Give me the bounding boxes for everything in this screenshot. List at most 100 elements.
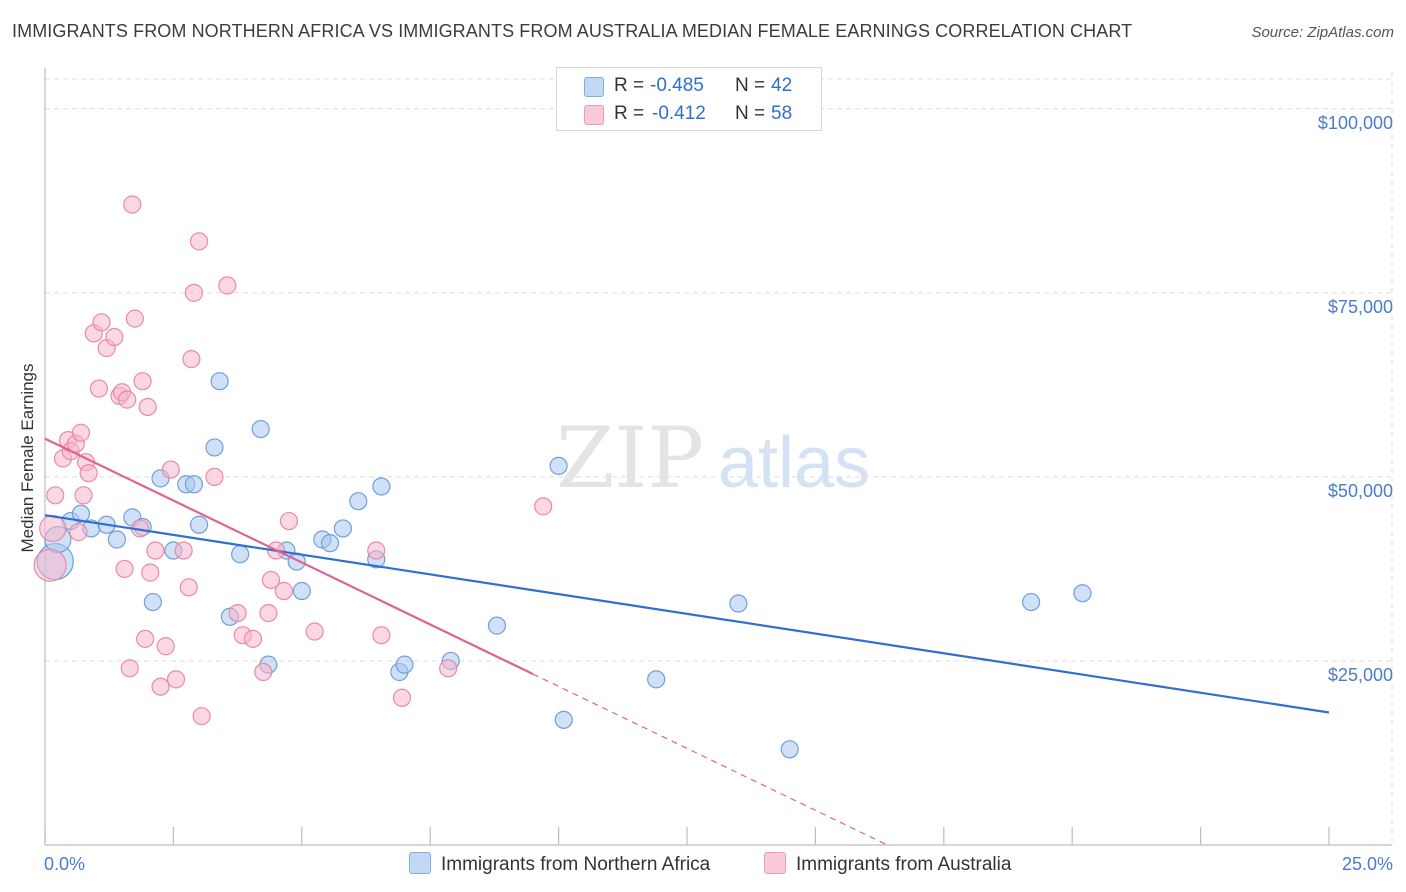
point-northern-africa (210, 372, 229, 391)
point-australia (151, 677, 170, 696)
trend-line-northern-africa (44, 514, 1330, 714)
point-northern-africa (349, 492, 368, 511)
point-australia (133, 372, 152, 391)
y-tick-label: $25,000 (1328, 665, 1393, 685)
point-northern-africa (107, 530, 127, 549)
legend-r-value: -0.412 (652, 103, 706, 124)
point-australia (439, 659, 458, 678)
watermark-zip: ZIP (556, 409, 704, 507)
point-northern-africa (184, 475, 204, 494)
point-australia (79, 464, 98, 483)
point-northern-africa (320, 534, 340, 553)
point-australia (192, 707, 211, 726)
legend-row-northern-africa: R = -0.485 N = 42 (557, 71, 821, 101)
point-australia (372, 626, 391, 645)
point-australia (392, 688, 412, 707)
point-northern-africa (189, 515, 209, 534)
point-australia (184, 283, 204, 302)
point-australia (254, 662, 273, 682)
point-northern-africa (251, 419, 270, 439)
watermark-atlas: atlas (718, 423, 870, 503)
point-australia (118, 390, 137, 409)
point-australia (105, 327, 124, 347)
bottom-legend-swatch-blue (409, 852, 431, 874)
gridlines (45, 72, 1393, 845)
point-northern-africa (549, 456, 568, 475)
point-northern-africa (554, 710, 573, 729)
point-australia (261, 570, 281, 590)
point-australia (279, 511, 299, 531)
point-northern-africa (487, 616, 507, 635)
point-australia (146, 541, 165, 560)
bottom-legend-australia: Immigrants from Australia (764, 852, 1011, 876)
point-northern-africa (1022, 592, 1041, 612)
legend-n-value: 58 (771, 103, 793, 124)
point-northern-africa (143, 592, 162, 612)
bottom-legend-label: Immigrants from Australia (796, 854, 1012, 875)
point-australia (228, 603, 247, 623)
point-australia (33, 548, 67, 582)
trend-line-australia-extrapolated (532, 673, 888, 846)
legend-n-value: 42 (771, 75, 793, 96)
trend-lines (44, 437, 1330, 846)
y-axis-title: Median Female Earnings (18, 364, 37, 553)
point-northern-africa (71, 504, 91, 523)
legend-swatch-blue (584, 77, 604, 97)
watermark: ZIP atlas (556, 409, 870, 507)
point-australia (39, 514, 67, 543)
point-northern-africa (729, 594, 748, 613)
legend-swatch-pink (584, 105, 604, 125)
point-northern-africa (292, 581, 311, 601)
point-australia (205, 467, 224, 487)
point-australia (534, 497, 553, 516)
x-tick-label-max: 25.0% (1342, 854, 1393, 874)
point-australia (89, 379, 109, 398)
trend-line-australia (44, 437, 534, 676)
point-australia (141, 563, 160, 582)
legend-r-label: R = (614, 103, 645, 124)
point-northern-africa (1073, 584, 1092, 603)
point-australia (120, 659, 139, 678)
legend-r-label: R = (614, 75, 645, 96)
point-australia (174, 541, 193, 560)
bottom-legend-swatch-pink (764, 852, 786, 874)
point-australia (179, 578, 198, 597)
point-northern-africa (780, 740, 799, 759)
axis-labels: $25,000 $50,000 $75,000 $100,000 0.0% 25.0% Me… (18, 113, 1393, 874)
point-australia (305, 622, 324, 641)
correlation-legend: R = -0.485 N = 42 R = -0.412 N = 58 (556, 67, 822, 131)
point-australia (218, 276, 237, 295)
point-australia (71, 423, 91, 442)
point-australia (125, 309, 144, 328)
bottom-legend-label: Immigrants from Northern Africa (441, 854, 711, 875)
point-australia (46, 486, 65, 505)
point-australia (156, 637, 175, 656)
point-australia (123, 195, 142, 214)
series-northern-africa-points (36, 372, 1092, 759)
bottom-legend-northern-africa: Immigrants from Northern Africa (409, 852, 710, 876)
point-australia (189, 232, 209, 251)
point-northern-africa (647, 670, 666, 689)
point-northern-africa (205, 438, 224, 457)
source-credit: Source: ZipAtlas.com (1251, 24, 1394, 41)
x-tick-label-min: 0.0% (44, 854, 85, 874)
point-northern-africa (372, 477, 391, 496)
point-australia (166, 670, 186, 689)
point-northern-africa (231, 545, 250, 564)
point-northern-africa (333, 519, 352, 538)
point-australia (138, 397, 157, 417)
point-australia (115, 559, 134, 579)
point-australia (274, 581, 293, 601)
y-tick-label: $50,000 (1328, 481, 1393, 501)
y-tick-label: $100,000 (1318, 113, 1393, 133)
y-tick-label: $75,000 (1328, 297, 1393, 317)
point-australia (69, 523, 88, 542)
point-australia (367, 541, 386, 560)
legend-r-value: -0.485 (650, 75, 704, 96)
legend-row-australia: R = -0.412 N = 58 (557, 99, 821, 129)
point-australia (74, 486, 93, 505)
series-australia-points (33, 195, 553, 726)
legend-n-label: N = (735, 75, 766, 96)
point-australia (92, 313, 111, 332)
